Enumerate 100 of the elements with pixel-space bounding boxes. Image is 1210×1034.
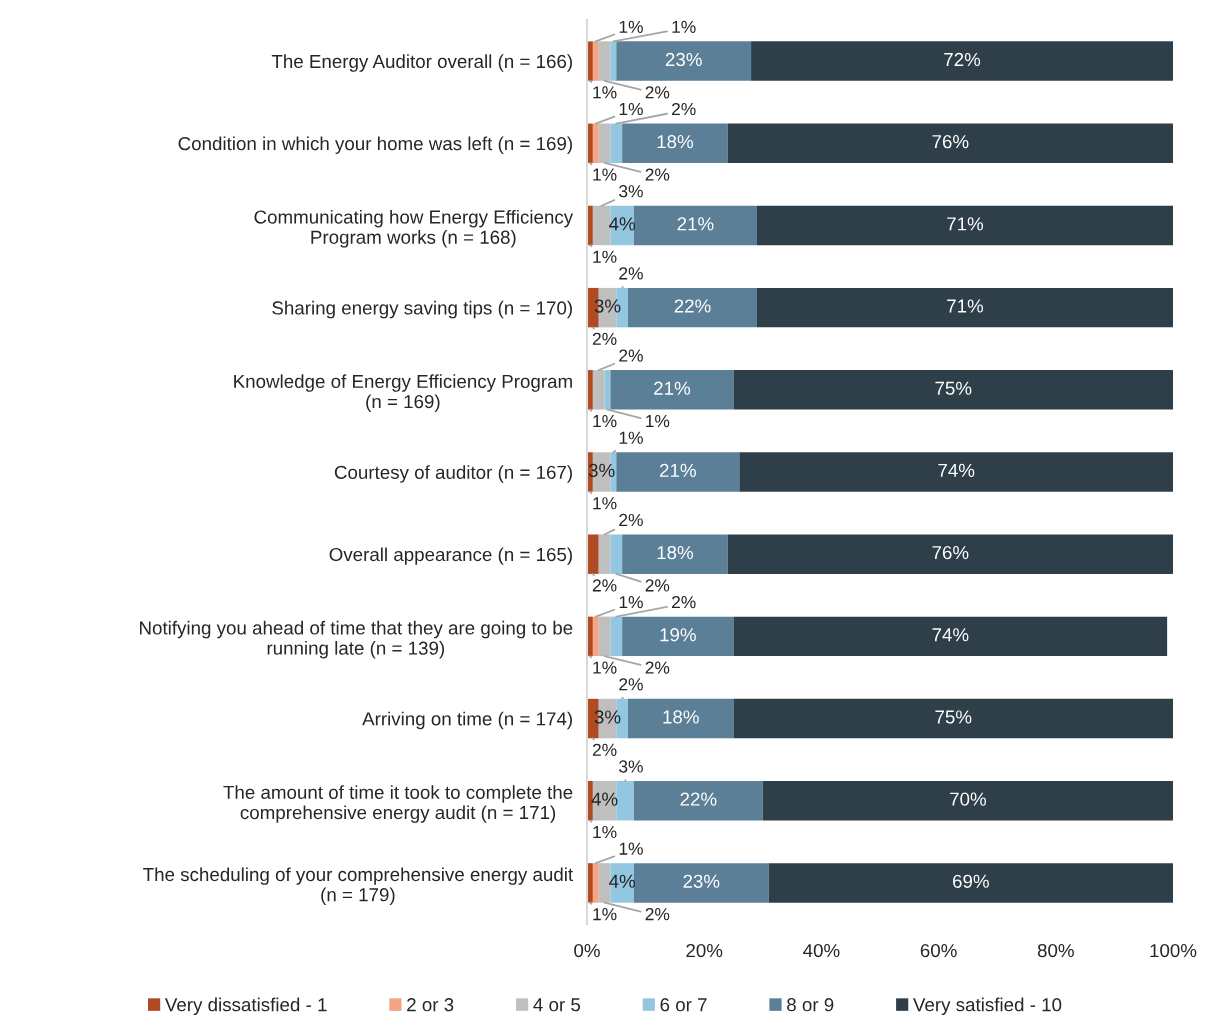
y-tick-label: Knowledge of Energy Efficiency Program (n = 169) xyxy=(234,374,572,412)
bar xyxy=(622,534,728,574)
data-label: 4% xyxy=(609,874,636,888)
data-label: 1% xyxy=(619,596,643,609)
data-label: 19% xyxy=(660,628,696,642)
y-tick-label: Notifying you ahead of time that they are going to be running late (n = 139) xyxy=(140,620,573,659)
bar xyxy=(610,41,617,81)
data-label: 21% xyxy=(677,217,714,231)
bar xyxy=(756,287,1173,328)
y-tick-label: Courtesy of auditor (n = 167) xyxy=(334,465,572,483)
bar xyxy=(592,205,611,246)
legend-label: 6 or 7 xyxy=(660,998,707,1012)
data-label: 21% xyxy=(660,463,696,477)
data-label: 18% xyxy=(663,710,699,724)
data-label: 1% xyxy=(593,168,617,181)
data-label: 72% xyxy=(944,52,981,67)
bar xyxy=(756,205,1173,246)
bar xyxy=(733,698,1173,739)
legend-label: 2 or 3 xyxy=(407,998,454,1012)
data-label: 71% xyxy=(947,299,984,313)
data-label: 1% xyxy=(593,497,617,510)
bar xyxy=(592,863,599,903)
bar xyxy=(610,370,734,410)
data-label: 2% xyxy=(645,86,670,99)
bar xyxy=(733,370,1173,410)
y-tick-label: Communicating how Energy Efficiency Program works (n = 168) xyxy=(254,209,574,248)
data-label: 2% xyxy=(672,102,696,116)
bar xyxy=(598,41,611,81)
data-label: 2% xyxy=(645,579,670,592)
bar xyxy=(751,41,1173,81)
bar xyxy=(727,123,1173,163)
y-tick-label: The Energy Auditor overall (n = 166) xyxy=(271,54,572,72)
data-label: 1% xyxy=(646,415,670,428)
bar xyxy=(768,863,1173,903)
x-tick-label: 20% xyxy=(686,943,723,958)
data-label: 69% xyxy=(953,874,989,888)
data-label: 1% xyxy=(619,102,643,116)
data-label: 76% xyxy=(932,545,969,560)
data-label: 2% xyxy=(619,678,643,691)
data-label: 1% xyxy=(619,431,643,444)
data-label: 1% xyxy=(672,20,696,33)
data-label: 2% xyxy=(645,661,670,674)
data-label: 1% xyxy=(593,250,617,263)
data-label: 23% xyxy=(665,52,702,67)
legend-label: 4 or 5 xyxy=(533,998,581,1012)
data-label: 71% xyxy=(947,217,984,231)
y-tick-label: Condition in which your home was left (n = 169) xyxy=(178,136,572,154)
data-label: 2% xyxy=(645,908,670,921)
bar xyxy=(598,123,611,163)
bar xyxy=(616,781,634,821)
bar xyxy=(633,205,757,246)
bar xyxy=(610,863,634,903)
data-label: 18% xyxy=(657,545,693,560)
bar xyxy=(598,616,611,657)
data-label: 2% xyxy=(619,513,643,527)
data-label: 74% xyxy=(932,628,969,642)
data-label: 70% xyxy=(950,792,986,806)
bar xyxy=(628,287,757,328)
bar xyxy=(616,452,740,492)
data-label: 23% xyxy=(683,874,720,888)
data-label: 76% xyxy=(932,135,969,149)
data-label: 2% xyxy=(645,168,670,181)
data-label: 3% xyxy=(619,185,643,198)
bar xyxy=(598,863,611,903)
bar xyxy=(592,370,605,410)
data-label: 21% xyxy=(654,381,691,395)
bar xyxy=(622,123,728,163)
x-tick-label: 100% xyxy=(1150,943,1197,958)
bar xyxy=(592,41,599,81)
y-tick-label: The amount of time it took to complete the comprehensive energy audit (n = 171) xyxy=(223,785,573,823)
data-label: 3% xyxy=(619,760,643,773)
data-label: 18% xyxy=(657,135,693,149)
data-label: 2% xyxy=(619,267,643,280)
data-label: 1% xyxy=(619,842,643,855)
legend-label: Very satisfied - 10 xyxy=(913,997,1062,1016)
y-tick-label: Arriving on time (n = 174) xyxy=(362,711,572,730)
data-label: 2% xyxy=(592,579,617,592)
bar xyxy=(622,616,734,657)
x-tick-label: 0% xyxy=(574,943,600,958)
bar xyxy=(598,534,611,574)
data-label: 75% xyxy=(935,381,972,395)
data-label: 1% xyxy=(619,20,643,33)
bar xyxy=(739,452,1173,492)
bar xyxy=(633,863,769,903)
bar xyxy=(610,616,623,657)
x-tick-label: 60% xyxy=(920,943,957,958)
bar xyxy=(592,616,599,657)
bar xyxy=(616,41,752,81)
y-tick-label: Sharing energy saving tips (n = 170) xyxy=(272,300,572,319)
data-label: 1% xyxy=(593,415,617,428)
x-tick-label: 40% xyxy=(803,943,840,958)
bar xyxy=(727,534,1173,574)
bar xyxy=(610,534,623,574)
data-label: 2% xyxy=(592,743,617,756)
data-label: 74% xyxy=(938,463,975,477)
data-label: 1% xyxy=(593,86,617,99)
y-tick-label: The scheduling of your comprehensive energy audit (n = 179) xyxy=(143,867,574,906)
bar xyxy=(628,698,734,739)
data-label: 1% xyxy=(593,825,617,839)
data-label: 1% xyxy=(593,908,617,921)
